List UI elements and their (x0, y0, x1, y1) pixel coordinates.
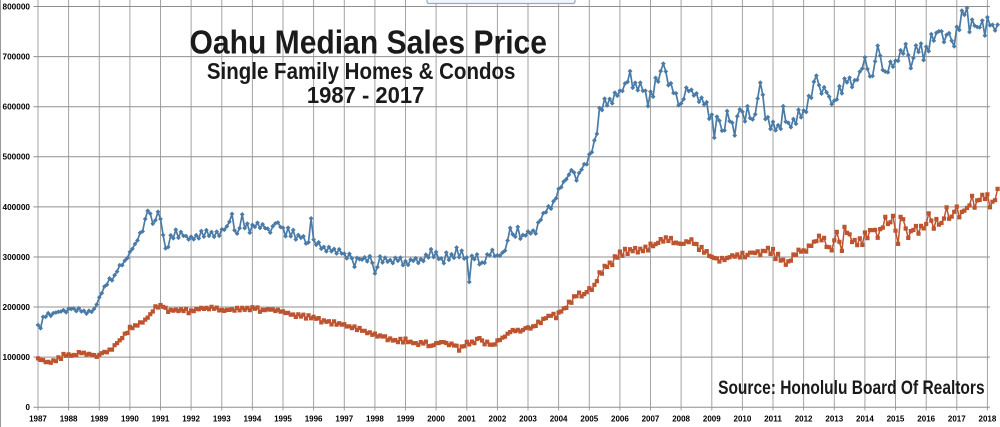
svg-text:1998: 1998 (366, 414, 384, 424)
svg-text:Oahu Median Sales Price: Oahu Median Sales Price (190, 24, 548, 61)
svg-text:Source: Honolulu Board Of Real: Source: Honolulu Board Of Realtors (718, 377, 985, 399)
svg-text:2006: 2006 (611, 414, 629, 424)
svg-text:Single Family Homes & Condos: Single Family Homes & Condos (207, 58, 516, 84)
svg-text:600000: 600000 (3, 103, 31, 112)
svg-text:400000: 400000 (3, 203, 31, 212)
svg-text:1993: 1993 (213, 414, 231, 424)
svg-text:1996: 1996 (305, 414, 323, 424)
svg-text:2009: 2009 (703, 414, 721, 424)
svg-text:1987: 1987 (29, 414, 47, 424)
svg-text:800000: 800000 (3, 2, 31, 11)
svg-text:2005: 2005 (580, 414, 598, 424)
svg-text:2016: 2016 (917, 414, 935, 424)
svg-text:2000: 2000 (427, 414, 445, 424)
svg-text:1991: 1991 (152, 414, 170, 424)
svg-text:2002: 2002 (489, 414, 507, 424)
svg-text:2018: 2018 (979, 414, 997, 424)
svg-text:2008: 2008 (672, 414, 690, 424)
svg-text:1995: 1995 (274, 414, 292, 424)
svg-text:2013: 2013 (825, 414, 843, 424)
svg-text:1990: 1990 (121, 414, 139, 424)
svg-text:300000: 300000 (3, 253, 31, 262)
svg-text:1999: 1999 (397, 414, 415, 424)
svg-text:200000: 200000 (3, 303, 31, 312)
svg-text:100000: 100000 (3, 353, 31, 362)
svg-text:2003: 2003 (519, 414, 537, 424)
svg-text:2012: 2012 (795, 414, 813, 424)
svg-text:1992: 1992 (182, 414, 200, 424)
svg-text:2007: 2007 (642, 414, 660, 424)
svg-text:1997: 1997 (335, 414, 353, 424)
svg-text:500000: 500000 (3, 153, 31, 162)
svg-text:2015: 2015 (887, 414, 905, 424)
svg-text:2017: 2017 (948, 414, 966, 424)
svg-text:2004: 2004 (550, 414, 568, 424)
svg-text:1987 - 2017: 1987 - 2017 (307, 82, 425, 108)
svg-text:700000: 700000 (3, 53, 31, 62)
svg-text:2014: 2014 (856, 414, 874, 424)
svg-text:2001: 2001 (458, 414, 476, 424)
svg-text:1994: 1994 (244, 414, 262, 424)
svg-text:0: 0 (26, 403, 31, 412)
svg-text:1989: 1989 (90, 414, 108, 424)
svg-text:1988: 1988 (60, 414, 78, 424)
svg-text:2010: 2010 (734, 414, 752, 424)
svg-text:2011: 2011 (764, 414, 782, 424)
